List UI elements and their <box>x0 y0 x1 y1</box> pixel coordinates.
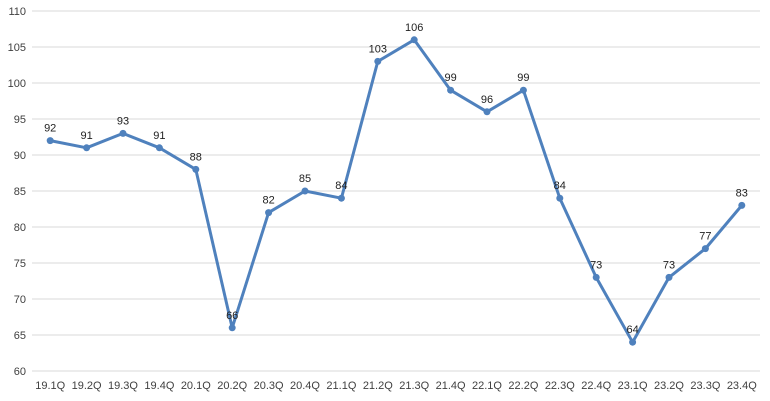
data-label: 91 <box>80 130 92 142</box>
x-tick-label: 22.2Q <box>508 380 538 392</box>
data-point <box>192 165 200 173</box>
y-axis-tick-labels: 60 65 70 75 80 85 90 95 100 105 110 <box>8 6 26 378</box>
data-point <box>265 209 273 217</box>
data-point <box>301 187 309 195</box>
data-point <box>447 86 455 94</box>
y-tick-label: 100 <box>8 78 26 90</box>
data-label: 92 <box>44 123 56 135</box>
data-label: 64 <box>626 324 638 336</box>
data-label: 82 <box>262 195 274 207</box>
data-point <box>337 194 345 202</box>
x-tick-label: 21.3Q <box>399 380 429 392</box>
grid-lines <box>32 10 760 372</box>
y-tick-label: 85 <box>14 186 26 198</box>
x-tick-label: 21.2Q <box>363 380 393 392</box>
data-label: 106 <box>405 22 423 34</box>
data-label: 84 <box>335 180 347 192</box>
y-tick-label: 65 <box>14 330 26 342</box>
x-tick-label: 19.1Q <box>35 380 65 392</box>
x-tick-label: 19.2Q <box>72 380 102 392</box>
data-point <box>519 86 527 94</box>
data-point <box>629 338 637 346</box>
x-axis-tick-labels: 19.1Q 19.2Q 19.3Q 19.4Q 20.1Q 20.2Q 20.3Q 20.4Q… <box>35 380 757 392</box>
y-tick-label: 80 <box>14 222 26 234</box>
x-tick-label: 22.4Q <box>581 380 611 392</box>
x-tick-label: 22.3Q <box>545 380 575 392</box>
y-tick-label: 95 <box>14 114 26 126</box>
data-label: 85 <box>299 173 311 185</box>
x-tick-label: 19.4Q <box>144 380 174 392</box>
data-point <box>556 194 564 202</box>
x-tick-label: 23.1Q <box>618 380 648 392</box>
data-point <box>592 273 600 281</box>
y-tick-label: 60 <box>14 366 26 378</box>
data-points <box>46 36 746 346</box>
x-tick-label: 21.1Q <box>326 380 356 392</box>
data-label: 73 <box>663 259 675 271</box>
data-label: 93 <box>117 115 129 127</box>
y-tick-label: 75 <box>14 258 26 270</box>
y-tick-label: 70 <box>14 294 26 306</box>
data-label: 83 <box>736 187 748 199</box>
data-label: 99 <box>444 72 456 84</box>
data-label: 91 <box>153 130 165 142</box>
x-tick-label: 20.4Q <box>290 380 320 392</box>
data-label: 99 <box>517 72 529 84</box>
data-label: 96 <box>481 94 493 106</box>
series-line <box>48 38 744 344</box>
x-tick-label: 23.3Q <box>690 380 720 392</box>
x-tick-label: 19.3Q <box>108 380 138 392</box>
x-tick-label: 20.3Q <box>254 380 284 392</box>
data-point <box>228 324 236 332</box>
data-label: 84 <box>554 180 566 192</box>
data-label: 66 <box>226 310 238 322</box>
y-tick-label: 105 <box>8 42 26 54</box>
x-tick-label: 22.1Q <box>472 380 502 392</box>
data-point <box>738 201 746 209</box>
data-label: 103 <box>369 43 387 55</box>
data-point <box>155 144 163 152</box>
x-tick-label: 23.2Q <box>654 380 684 392</box>
data-point <box>83 144 91 152</box>
y-tick-label: 110 <box>8 6 26 18</box>
y-tick-label: 90 <box>14 150 26 162</box>
x-tick-label: 23.4Q <box>727 380 757 392</box>
data-label: 73 <box>590 259 602 271</box>
data-label: 77 <box>699 231 711 243</box>
data-point <box>119 129 127 137</box>
data-point <box>374 57 382 65</box>
data-point <box>665 273 673 281</box>
data-label: 88 <box>190 151 202 163</box>
data-point <box>701 245 709 253</box>
data-point <box>410 36 418 44</box>
data-labels: 92 91 93 91 88 66 82 85 84 103 106 99 96 99 84 73 64 73 77… <box>44 22 748 336</box>
x-tick-label: 20.2Q <box>217 380 247 392</box>
x-tick-label: 21.4Q <box>436 380 466 392</box>
data-point <box>46 137 54 145</box>
data-point <box>483 108 491 116</box>
x-tick-label: 20.1Q <box>181 380 211 392</box>
